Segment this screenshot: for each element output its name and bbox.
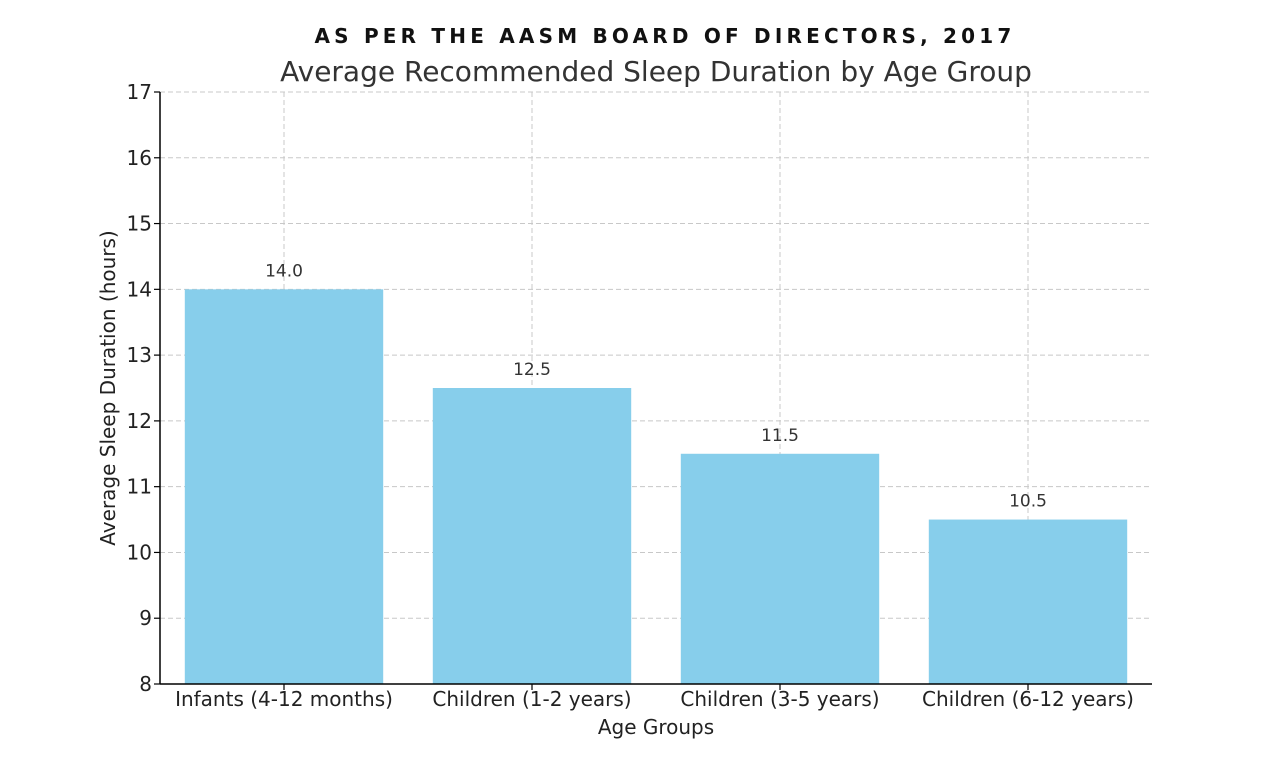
bar <box>184 289 384 684</box>
x-tick-label: Infants (4-12 months) <box>175 687 393 711</box>
bar-value-label: 11.5 <box>761 426 799 446</box>
y-tick-labels: 8 9 10 11 12 13 14 15 16 17 <box>127 80 152 696</box>
bar-value-label: 10.5 <box>1009 492 1047 512</box>
bar-value-label: 12.5 <box>513 360 551 380</box>
x-axis-label: Age Groups <box>598 715 714 739</box>
bars <box>184 289 1128 684</box>
x-tick-label: Children (6-12 years) <box>922 687 1134 711</box>
y-tick-label: 10 <box>127 540 152 564</box>
x-tick-labels: Infants (4-12 months) Children (1-2 years… <box>175 687 1134 711</box>
axes <box>154 91 1152 690</box>
bar <box>432 388 632 684</box>
y-tick-label: 14 <box>127 277 152 301</box>
y-tick-label: 16 <box>127 146 152 170</box>
y-tick-label: 12 <box>127 409 152 433</box>
chart-subtitle: AS PER THE AASM BOARD OF DIRECTORS, 2017 <box>315 24 1016 48</box>
y-tick-label: 15 <box>127 212 152 236</box>
bar <box>680 453 880 684</box>
x-tick-label: Children (1-2 years) <box>432 687 631 711</box>
bar-value-label: 14.0 <box>265 261 303 281</box>
y-tick-label: 11 <box>127 475 152 499</box>
y-tick-label: 17 <box>127 80 152 104</box>
x-tick-label: Children (3-5 years) <box>680 687 879 711</box>
bar-value-labels: 14.0 12.5 11.5 10.5 <box>265 261 1047 511</box>
bar <box>928 519 1128 684</box>
chart-title: Average Recommended Sleep Duration by Ag… <box>280 55 1032 88</box>
y-tick-label: 13 <box>127 343 152 367</box>
y-tick-label: 8 <box>139 672 152 696</box>
y-tick-label: 9 <box>139 606 152 630</box>
y-axis-label: Average Sleep Duration (hours) <box>96 230 120 545</box>
